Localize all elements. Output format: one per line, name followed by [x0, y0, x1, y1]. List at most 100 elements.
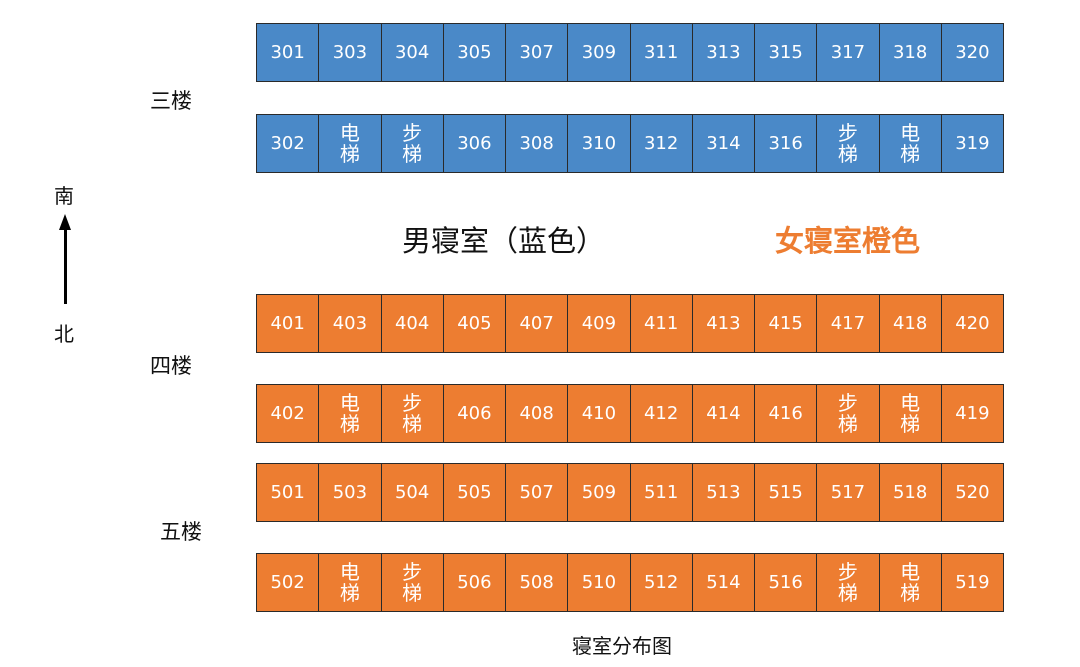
stairs-char: 梯	[837, 411, 858, 436]
room-cell: 416	[755, 385, 818, 442]
room-cell: 316	[755, 115, 818, 172]
room-cell: 312	[630, 115, 693, 172]
room-cell: 403	[319, 295, 382, 352]
elevator-char: 梯	[339, 141, 360, 166]
stairs-char: 梯	[402, 580, 423, 605]
elevator-cell: 电梯	[879, 385, 942, 442]
north-arrow-icon	[59, 214, 71, 230]
room-cell: 413	[692, 295, 755, 352]
room-cell: 406	[443, 385, 506, 442]
room-cell: 305	[443, 24, 506, 81]
stairs-char: 步	[402, 390, 423, 415]
room-cell: 318	[879, 24, 942, 81]
room-cell: 418	[879, 295, 942, 352]
diagram-caption: 寝室分布图	[572, 634, 672, 658]
elevator-char: 梯	[900, 141, 921, 166]
room-cell: 412	[630, 385, 693, 442]
room-cell: 315	[755, 24, 818, 81]
stairs-char: 梯	[402, 411, 423, 436]
room-cell: 408	[506, 385, 569, 442]
elevator-char: 电	[900, 120, 921, 145]
stairs-cell: 步梯	[817, 115, 880, 172]
stairs-cell: 步梯	[381, 115, 444, 172]
room-cell: 409	[568, 295, 631, 352]
room-cell: 420	[941, 295, 1003, 352]
stairs-char: 步	[402, 120, 423, 145]
stairs-cell: 步梯	[817, 554, 880, 611]
stairs-char: 步	[837, 120, 858, 145]
room-cell: 303	[319, 24, 382, 81]
room-cell: 308	[506, 115, 569, 172]
room-cell: 514	[692, 554, 755, 611]
compass-north-label: 北	[54, 322, 74, 346]
room-cell: 506	[443, 554, 506, 611]
room-cell: 501	[257, 464, 320, 521]
stairs-cell: 步梯	[381, 385, 444, 442]
elevator-cell: 电梯	[319, 554, 382, 611]
room-cell: 510	[568, 554, 631, 611]
room-cell: 402	[257, 385, 320, 442]
elevator-cell: 电梯	[879, 115, 942, 172]
room-cell: 404	[381, 295, 444, 352]
room-cell: 314	[692, 115, 755, 172]
stairs-cell: 步梯	[817, 385, 880, 442]
room-cell: 302	[257, 115, 320, 172]
room-cell: 508	[506, 554, 569, 611]
north-arrow-shaft	[64, 228, 67, 304]
room-cell: 505	[443, 464, 506, 521]
room-cell: 310	[568, 115, 631, 172]
elevator-char: 电	[900, 559, 921, 584]
floor-3-north-row: 301 303 304 305 307 309 311 313 315 317 318 320	[256, 23, 1004, 82]
room-cell: 306	[443, 115, 506, 172]
room-cell: 518	[879, 464, 942, 521]
legend-female-dorm: 女寝室橙色	[775, 224, 921, 258]
room-cell: 311	[630, 24, 693, 81]
stairs-cell: 步梯	[381, 554, 444, 611]
elevator-char: 梯	[339, 411, 360, 436]
stairs-char: 梯	[837, 141, 858, 166]
elevator-cell: 电梯	[319, 385, 382, 442]
elevator-cell: 电梯	[319, 115, 382, 172]
room-cell: 516	[755, 554, 818, 611]
floor-3-label: 三楼	[150, 89, 192, 113]
elevator-char: 电	[339, 559, 360, 584]
floor-5-south-row: 502 电梯步梯 506 508 510 512 514 516 步梯电梯 519	[256, 553, 1004, 612]
room-cell: 410	[568, 385, 631, 442]
room-cell: 414	[692, 385, 755, 442]
stairs-char: 梯	[837, 580, 858, 605]
room-cell: 401	[257, 295, 320, 352]
elevator-cell: 电梯	[879, 554, 942, 611]
room-cell: 309	[568, 24, 631, 81]
room-cell: 313	[692, 24, 755, 81]
room-cell: 417	[817, 295, 880, 352]
elevator-char: 电	[339, 120, 360, 145]
stairs-char: 步	[837, 559, 858, 584]
stairs-char: 步	[837, 390, 858, 415]
room-cell: 304	[381, 24, 444, 81]
elevator-char: 梯	[900, 411, 921, 436]
floor-4-south-row: 402 电梯步梯 406 408 410 412 414 416 步梯电梯 419	[256, 384, 1004, 443]
room-cell: 511	[630, 464, 693, 521]
room-cell: 519	[941, 554, 1003, 611]
room-cell: 415	[755, 295, 818, 352]
elevator-char: 电	[900, 390, 921, 415]
room-cell: 515	[755, 464, 818, 521]
room-cell: 320	[941, 24, 1003, 81]
room-cell: 512	[630, 554, 693, 611]
room-cell: 407	[506, 295, 569, 352]
room-cell: 502	[257, 554, 320, 611]
floor-5-north-row: 501 503 504 505 507 509 511 513 515 517 518 520	[256, 463, 1004, 522]
elevator-char: 梯	[900, 580, 921, 605]
floor-4-north-row: 401 403 404 405 407 409 411 413 415 417 418 420	[256, 294, 1004, 353]
room-cell: 419	[941, 385, 1003, 442]
legend-male-dorm: 男寝室（蓝色）	[402, 224, 606, 258]
elevator-char: 梯	[339, 580, 360, 605]
room-cell: 411	[630, 295, 693, 352]
room-cell: 517	[817, 464, 880, 521]
room-cell: 301	[257, 24, 320, 81]
room-cell: 405	[443, 295, 506, 352]
room-cell: 307	[506, 24, 569, 81]
room-cell: 503	[319, 464, 382, 521]
room-cell: 513	[692, 464, 755, 521]
stairs-char: 梯	[402, 141, 423, 166]
